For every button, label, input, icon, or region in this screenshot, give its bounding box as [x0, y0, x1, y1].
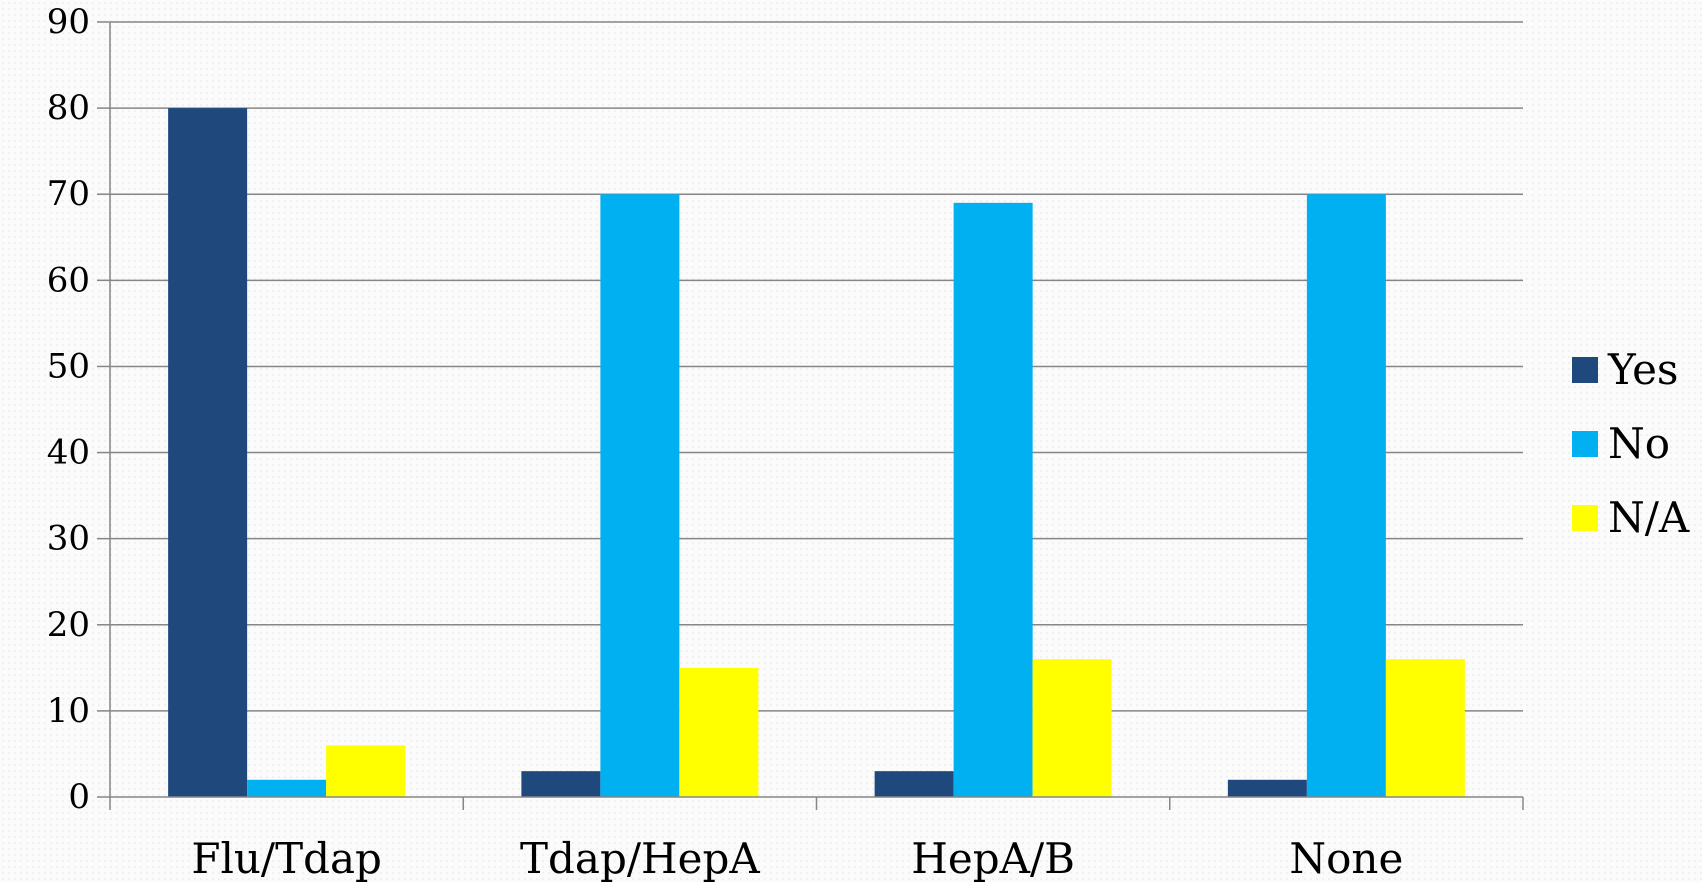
- y-tick-label: 30: [47, 519, 90, 559]
- legend-swatch: [1572, 357, 1598, 383]
- bar-n-a: [1385, 659, 1465, 797]
- y-tick-label: 80: [47, 88, 90, 128]
- bar-n-a: [326, 745, 406, 797]
- y-tick-label: 50: [47, 346, 90, 386]
- y-tick-label: 90: [47, 2, 90, 42]
- x-category-label: Flu/Tdap: [191, 834, 382, 882]
- y-tick-label: 20: [47, 605, 90, 645]
- bar-n-a: [679, 667, 759, 797]
- bar-yes: [1227, 779, 1307, 797]
- legend-swatch: [1572, 505, 1598, 531]
- bar-yes: [521, 771, 601, 797]
- legend-label: Yes: [1607, 345, 1679, 394]
- legend-label: No: [1608, 419, 1670, 468]
- bar-no: [600, 194, 680, 797]
- axis-labels: 0 10 20 30 40 50 60 70 80 90 Flu/Tdap Tdap/HepA HepA…: [47, 2, 1404, 883]
- bar-no: [1306, 194, 1386, 797]
- bar-no: [953, 202, 1033, 798]
- legend-swatch: [1572, 431, 1598, 457]
- bars: [168, 108, 1465, 798]
- gridlines: [110, 21, 1523, 712]
- y-tick-label: 70: [47, 174, 90, 214]
- y-tick-label: 0: [68, 777, 90, 817]
- x-category-label: Tdap/HepA: [520, 834, 760, 882]
- bar-yes: [874, 771, 954, 797]
- y-tick-label: 40: [47, 433, 90, 473]
- legend: Yes No N/A: [1572, 345, 1690, 542]
- x-category-label: HepA/B: [911, 834, 1075, 882]
- y-tick-label: 60: [47, 260, 90, 300]
- bar-no: [247, 779, 327, 797]
- bar-yes: [168, 108, 248, 798]
- legend-label: N/A: [1608, 493, 1690, 542]
- x-category-label: None: [1289, 834, 1403, 882]
- bar-n-a: [1032, 659, 1112, 797]
- axes: [97, 21, 1524, 810]
- y-tick-label: 10: [47, 691, 90, 731]
